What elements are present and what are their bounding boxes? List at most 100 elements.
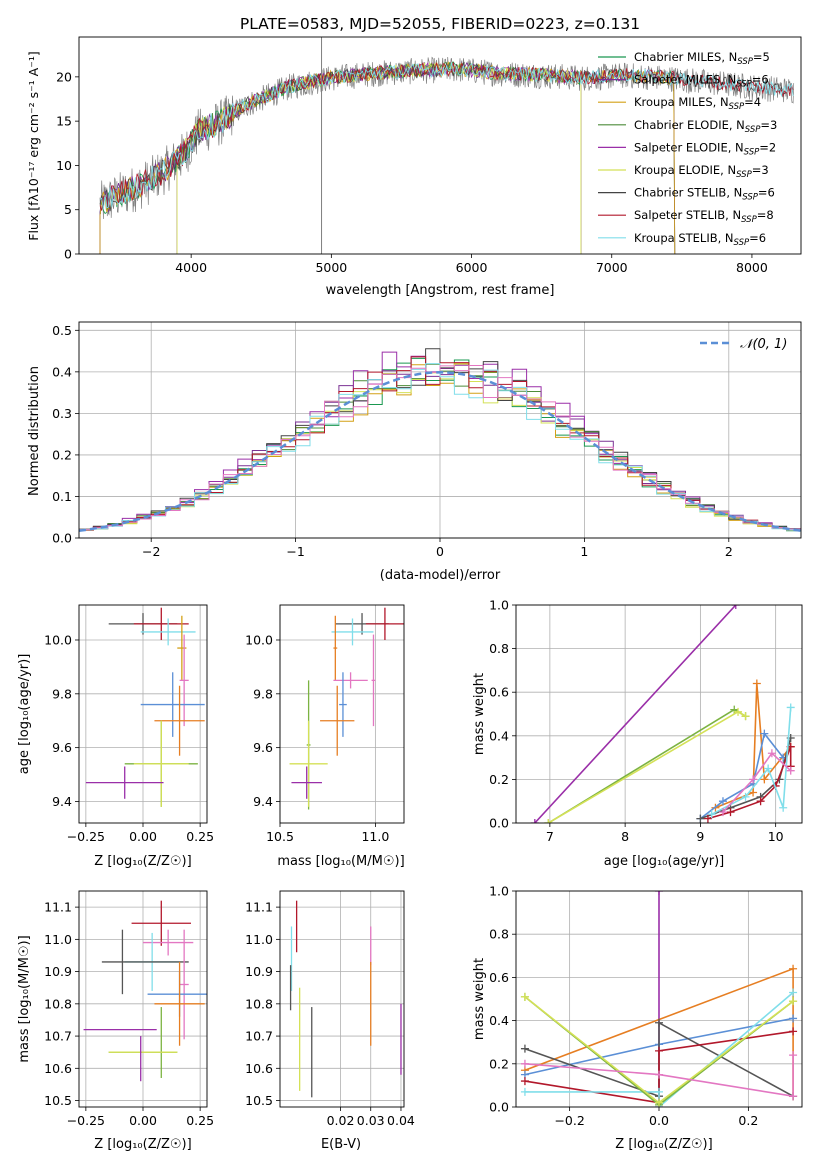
y-tick-label: 0.6 (489, 970, 509, 985)
y-tick-label: 1.0 (489, 884, 509, 899)
histogram-step-line (79, 365, 801, 531)
extinction-mass-plot-area: 0.02 0.03 0.04 10.5 10.6 10.7 10.8 10.9 11.0 11.1 (245, 890, 415, 1128)
weight-point-marker (655, 1070, 663, 1079)
y-tick-label: 10.5 (245, 1093, 273, 1108)
weight-point-marker (520, 1059, 529, 1068)
weight-point-marker (756, 797, 765, 806)
legend-label: Salpeter ELODIE, NSSP=2 (634, 140, 776, 157)
legend-label-main: Salpeter STELIB, N (634, 208, 741, 222)
y-tick-label: 15 (56, 114, 72, 129)
metallicity-massweight-x-axis-label: Z [log₁₀(Z/Z☉)] (615, 1137, 712, 1152)
legend-label-main: Chabrier MILES, N (634, 50, 737, 64)
legend-label: Chabrier MILES, NSSP=5 (634, 50, 770, 67)
legend-label-suffix: =4 (744, 95, 761, 109)
weight-point-marker (530, 819, 539, 823)
y-tick-label: 10.0 (245, 632, 273, 647)
weight-point-marker (731, 605, 740, 609)
y-tick-label: 10.7 (44, 1029, 72, 1044)
weight-point-marker (749, 788, 758, 797)
legend-label-suffix: =6 (749, 231, 766, 245)
weight-point-marker (655, 1018, 663, 1027)
legend-label-subscript: SSP (737, 57, 753, 67)
weight-point-marker (655, 1087, 663, 1096)
x-tick-label: −0.2 (554, 1113, 584, 1128)
x-tick-label: 7 (546, 829, 554, 844)
x-tick-label: 11.0 (361, 829, 389, 844)
metallicity-age-plot-area: −0.25 0.00 0.25 9.4 9.6 9.8 10.0 (44, 604, 214, 844)
weight-series-line (722, 751, 792, 813)
extinction-mass-x-axis-label: E(B-V) (321, 1137, 361, 1152)
weight-point-marker (726, 808, 735, 817)
y-tick-label: 0.4 (489, 1013, 509, 1028)
weight-lines (520, 891, 798, 1107)
x-tick-label: 0.00 (129, 1113, 157, 1128)
x-tick-label: 0.25 (186, 1113, 214, 1128)
y-tick-label: 0.0 (489, 816, 509, 831)
y-tick-label: 9.6 (52, 740, 72, 755)
legend-label-suffix: =8 (757, 208, 774, 222)
metallicity-age-panel: −0.25 0.00 0.25 9.4 9.6 9.8 10.0 Z [log₁₀(Z/Z☉… (17, 604, 214, 869)
weight-point-marker (789, 1051, 798, 1060)
legend-label: Chabrier ELODIE, NSSP=3 (634, 118, 777, 135)
legend-label-suffix: =6 (752, 73, 769, 87)
axes-frame (515, 604, 803, 824)
histogram-steps (79, 348, 801, 532)
y-tick-label: 9.4 (253, 794, 273, 809)
weight-series-line (534, 605, 737, 823)
mass-age-plot-area: 10.5 11.0 9.4 9.6 9.8 10.0 (245, 604, 405, 844)
y-tick-label: 5 (64, 202, 72, 217)
weight-point-marker (760, 729, 769, 738)
x-tick-label: 0.02 (327, 1113, 355, 1128)
x-tick-label: 7000 (596, 260, 628, 275)
model-spectrum-line (99, 61, 794, 211)
legend-label: Kroupa ELODIE, NSSP=3 (634, 163, 769, 180)
legend-label: Kroupa STELIB, NSSP=6 (634, 231, 766, 248)
residual-y-axis-label: Normed distribution (27, 366, 42, 496)
model-spectrum-line (176, 61, 582, 254)
error-bars (289, 607, 404, 810)
age-massweight-y-axis-label: mass weight (472, 673, 487, 755)
axes-frame (515, 890, 803, 1108)
weight-point-marker (749, 775, 758, 784)
legend-label-suffix: =5 (753, 50, 770, 64)
legend-label-subscript: SSP (736, 80, 752, 90)
axes-frame (78, 604, 208, 824)
axes-frame (279, 890, 405, 1108)
metallicity-mass-panel: −0.25 0.00 0.25 10.5 10.6 10.7 10.8 10.9 11.0 11.… (17, 890, 214, 1152)
weight-point-marker (760, 775, 769, 784)
weight-point-marker (707, 810, 716, 819)
weight-point-marker (741, 712, 750, 721)
y-tick-label: 10.7 (245, 1029, 273, 1044)
y-tick-label: 0.2 (489, 772, 509, 787)
spectrum-lines (99, 37, 795, 254)
residual-histogram-panel: −2 −1 0 1 2 0.0 0.1 0.2 0.3 0.4 0.5 (data-model)/e… (27, 321, 802, 583)
y-tick-label: 10.5 (44, 1093, 72, 1108)
legend-label-main: Salpeter ELODIE, N (634, 140, 744, 154)
axes-frame (78, 890, 208, 1108)
y-tick-label: 9.8 (52, 686, 72, 701)
legend-label-subscript: SSP (742, 193, 758, 203)
metallicity-massweight-y-axis-label: mass weight (472, 958, 487, 1040)
residual-x-axis-label: (data-model)/error (380, 568, 501, 583)
legend-label: Kroupa MILES, NSSP=4 (634, 95, 761, 112)
axes-frame (279, 604, 405, 824)
weight-point-marker (655, 891, 663, 895)
y-tick-label: 10.6 (245, 1061, 273, 1076)
axes-frame (78, 36, 802, 255)
legend-label: Chabrier STELIB, NSSP=6 (634, 186, 775, 203)
spectrum-panel: PLATE=0583, MJD=52055, FIBERID=0223, z=0… (26, 15, 802, 298)
metallicity-massweight-panel: −0.2 0.0 0.2 0.0 0.2 0.4 0.6 0.8 1.0 Z [log₁₀(Z/… (472, 884, 803, 1152)
weight-point-marker (789, 997, 798, 1006)
metallicity-mass-plot-area: −0.25 0.00 0.25 10.5 10.6 10.7 10.8 10.9 11.0 11.… (44, 890, 214, 1128)
weight-point-marker (767, 749, 776, 758)
legend-label-main: Chabrier STELIB, N (634, 186, 742, 200)
weight-point-marker (789, 1092, 798, 1101)
legend-label-suffix: =3 (752, 163, 769, 177)
y-tick-label: 20 (56, 69, 72, 84)
y-tick-label: 11.0 (44, 932, 72, 947)
y-tick-label: 10 (56, 158, 72, 173)
legend-label: Salpeter MILES, NSSP=6 (634, 73, 769, 90)
weight-point-marker (789, 964, 798, 973)
legend-label-main: Salpeter MILES, N (634, 73, 736, 87)
